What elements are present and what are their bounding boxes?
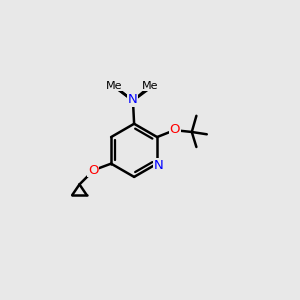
Text: Me: Me bbox=[106, 81, 123, 91]
Text: O: O bbox=[88, 164, 98, 177]
Text: Me: Me bbox=[142, 81, 158, 91]
Text: N: N bbox=[153, 159, 163, 172]
Text: O: O bbox=[170, 123, 180, 136]
Text: N: N bbox=[128, 93, 138, 106]
